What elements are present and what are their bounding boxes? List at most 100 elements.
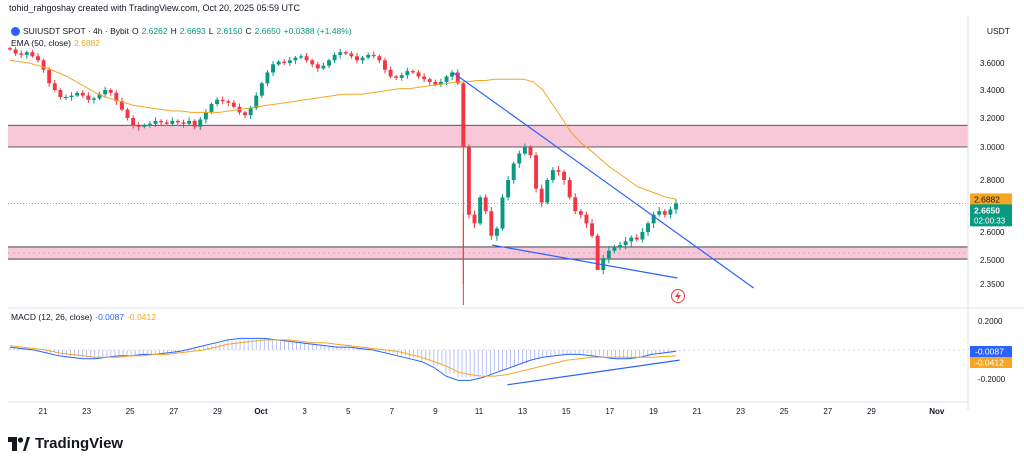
candle-body <box>567 180 572 198</box>
candle <box>388 66 393 79</box>
candle-body <box>304 56 309 61</box>
x-tick-label: 19 <box>649 407 658 416</box>
candle <box>131 115 136 129</box>
candle <box>371 51 376 59</box>
candle <box>119 97 124 112</box>
candle <box>47 67 52 87</box>
candle <box>142 123 147 129</box>
candle-body <box>377 56 382 61</box>
candle-body <box>646 223 650 232</box>
macd-layer <box>8 337 968 381</box>
candle <box>69 92 74 101</box>
candle-body <box>662 211 667 215</box>
candle-body <box>332 54 337 61</box>
candle <box>618 241 622 251</box>
symbol-name: SUIUSDT SPOT · 4h · Bybit <box>23 26 129 36</box>
candle <box>13 47 18 56</box>
ema-legend[interactable]: EMA (50, close) 2.6882 <box>11 38 100 48</box>
candle <box>522 143 527 156</box>
candle-body <box>19 53 24 55</box>
candle <box>175 119 180 126</box>
candle-body <box>573 197 578 212</box>
macd-legend[interactable]: MACD (12, 26, close) -0.0087 -0.0412 <box>11 312 156 322</box>
macd-value-tag <box>970 346 1012 357</box>
candle <box>466 144 471 219</box>
candle <box>556 166 561 176</box>
candle-body <box>276 61 281 65</box>
x-tick-label: 7 <box>390 407 395 416</box>
candle <box>271 61 276 77</box>
candle-body <box>556 170 561 172</box>
zones-layer <box>8 124 968 260</box>
candle <box>494 226 499 241</box>
candle-body <box>159 120 164 123</box>
candle <box>674 199 678 215</box>
candle-body <box>450 72 455 77</box>
candle-body <box>147 123 152 126</box>
candle <box>226 99 231 107</box>
x-tick-label: 25 <box>126 407 135 416</box>
candle-body <box>75 92 80 96</box>
candle-body <box>103 90 108 95</box>
symbol-legend[interactable]: SUIUSDT SPOT · 4h · Bybit O 2.6262 H 2.669… <box>11 26 352 36</box>
candle <box>75 91 80 98</box>
x-tick-label: 27 <box>169 407 178 416</box>
candle-body <box>433 81 438 85</box>
candle-body <box>506 180 511 198</box>
x-tick-label: 23 <box>736 407 745 416</box>
candle-body <box>164 122 169 124</box>
candle-body <box>405 71 410 76</box>
candle <box>19 50 24 58</box>
candle <box>215 97 220 107</box>
candle <box>91 96 96 104</box>
candle <box>590 219 595 238</box>
candle <box>114 90 119 105</box>
tradingview-brand[interactable]: TradingView <box>8 435 123 452</box>
candle-body <box>416 72 421 77</box>
candle-body <box>41 60 46 70</box>
candle-body <box>349 53 354 57</box>
candle-body <box>215 99 220 104</box>
candle <box>612 244 617 253</box>
candle-body <box>125 109 130 118</box>
zone-resistance <box>8 125 968 147</box>
candle <box>36 53 40 63</box>
candle-body <box>539 188 544 203</box>
candle-body <box>13 49 18 54</box>
candle-body <box>623 241 628 246</box>
x-tick-label: 21 <box>693 407 702 416</box>
candle <box>651 211 656 229</box>
candle-body <box>64 97 68 98</box>
candle <box>394 74 399 81</box>
x-tick-label: Nov <box>929 407 945 416</box>
candle <box>539 184 544 208</box>
candle <box>416 70 421 79</box>
candle <box>584 211 589 229</box>
candle-body <box>114 92 119 102</box>
candle-body <box>97 94 102 99</box>
candle <box>360 55 365 64</box>
candle-body <box>550 170 555 180</box>
candle-body <box>674 203 678 210</box>
candle <box>315 61 320 73</box>
x-tick-label: 9 <box>433 407 438 416</box>
candle <box>327 58 331 68</box>
candle-body <box>360 57 365 61</box>
candle <box>646 221 650 237</box>
candle-body <box>136 125 141 127</box>
candle-body <box>80 92 85 96</box>
candle <box>103 86 108 97</box>
candle <box>399 72 404 81</box>
x-tick-label: 17 <box>605 407 614 416</box>
candle <box>595 233 600 270</box>
candle <box>52 80 57 92</box>
candle-body <box>315 64 320 69</box>
ohlc-high: 2.6693 <box>179 26 206 36</box>
ohlc-close: 2.6650 <box>254 26 281 36</box>
candle-body <box>595 235 600 270</box>
candle-body <box>427 79 432 82</box>
candle <box>472 210 477 229</box>
candle <box>562 169 567 185</box>
candle <box>282 59 287 66</box>
